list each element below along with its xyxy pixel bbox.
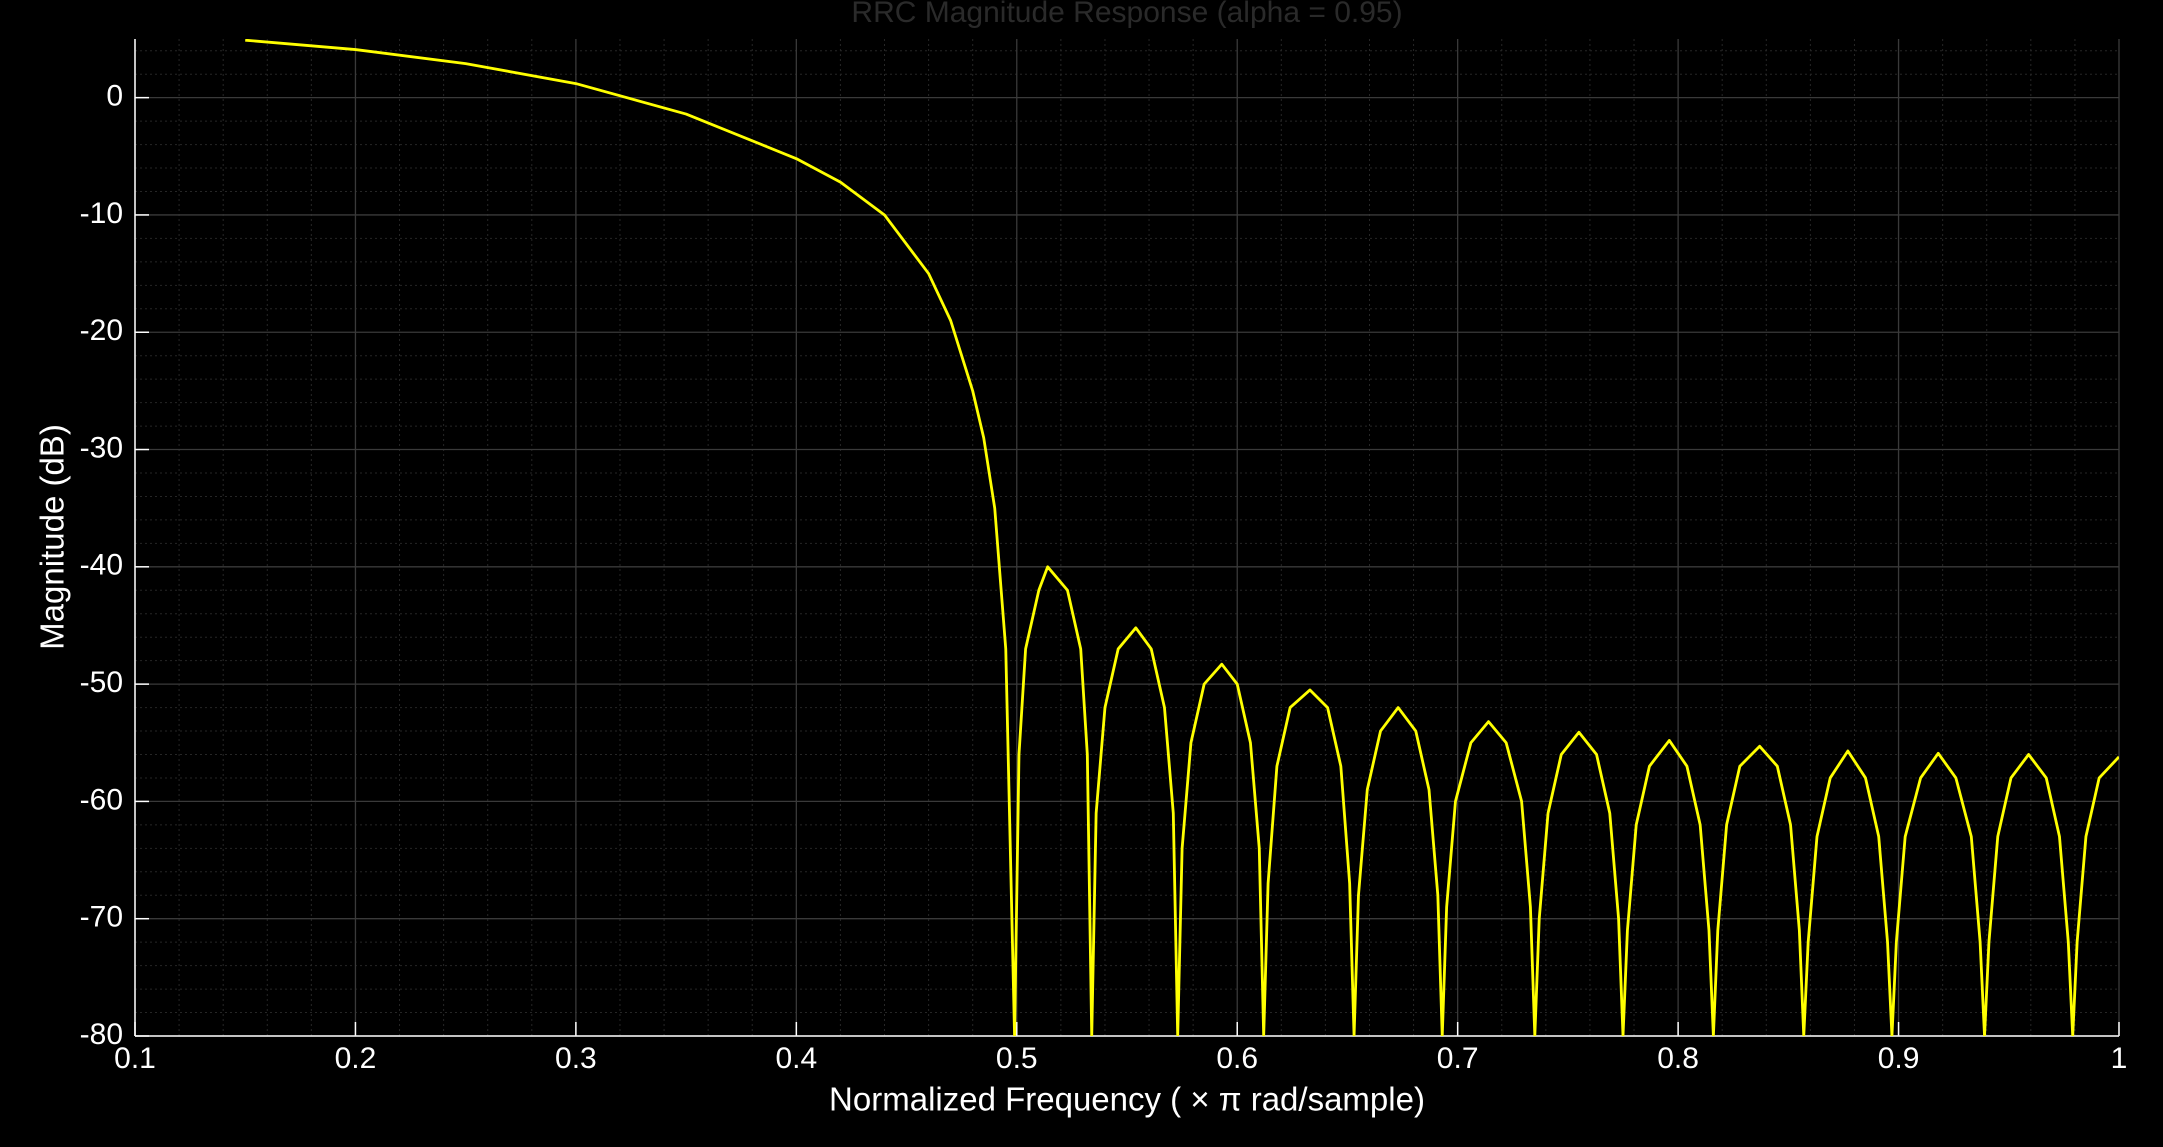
x-tick-label: 0.6: [1216, 1042, 1258, 1075]
y-tick-label: -30: [80, 431, 123, 464]
chart-title: RRC Magnitude Response (alpha = 0.95): [851, 0, 1402, 29]
x-tick-label: 0.2: [335, 1042, 377, 1075]
minor-grid: [135, 39, 2119, 1036]
x-axis-label: Normalized Frequency ( × π rad/sample): [829, 1081, 1425, 1118]
x-tick-label: 0.1: [114, 1042, 156, 1075]
x-tick-label: 1: [2111, 1042, 2128, 1075]
data-line: [245, 39, 2119, 1036]
x-tick-label: 0.4: [775, 1042, 817, 1075]
x-tick-label: 0.9: [1878, 1042, 1920, 1075]
y-tick-label: -60: [80, 783, 123, 816]
x-tick-label: 0.5: [996, 1042, 1038, 1075]
y-tick-label: 0: [106, 80, 123, 113]
plot-area: [245, 39, 2119, 1036]
x-tick-label: 0.3: [555, 1042, 597, 1075]
y-tick-label: -50: [80, 666, 123, 699]
y-tick-label: -40: [80, 549, 123, 582]
y-tick-label: -70: [80, 901, 123, 934]
x-tick-label: 0.8: [1657, 1042, 1699, 1075]
y-tick-label: -10: [80, 197, 123, 230]
y-tick-label: -20: [80, 314, 123, 347]
x-tick-label: 0.7: [1437, 1042, 1479, 1075]
y-tick-label: -80: [80, 1018, 123, 1051]
y-axis-label: Magnitude (dB): [34, 424, 71, 650]
